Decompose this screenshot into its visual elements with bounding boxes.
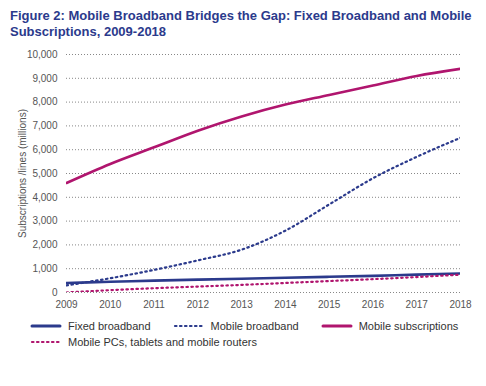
- svg-text:10,000: 10,000: [27, 49, 58, 60]
- svg-text:2010: 2010: [99, 299, 122, 310]
- svg-text:2011: 2011: [143, 299, 165, 310]
- html-text:Mobile PCs, tablets and mobile: Mobile PCs, tablets and mobile routers: [68, 336, 257, 348]
- svg-text:9,000: 9,000: [32, 73, 57, 84]
- svg-text:2009: 2009: [55, 299, 78, 310]
- svg-text:1,000: 1,000: [32, 263, 57, 274]
- svg-text:Subscriptions /lines (millions: Subscriptions /lines (millions): [17, 109, 28, 238]
- svg-text:2017: 2017: [406, 299, 429, 310]
- svg-text:2016: 2016: [362, 299, 385, 310]
- svg-text:2013: 2013: [230, 299, 253, 310]
- html-text:Figure 2: Mobile Broadband Bri: Figure 2: Mobile Broadband Bridges the G…: [10, 8, 472, 39]
- html-text:Fixed broadband: Fixed broadband: [68, 320, 151, 332]
- svg-text:2018: 2018: [449, 299, 472, 310]
- svg-text:2014: 2014: [274, 299, 297, 310]
- svg-text:2015: 2015: [318, 299, 341, 310]
- svg-text:3,000: 3,000: [32, 215, 57, 226]
- html-text:Mobile broadband: Mobile broadband: [210, 320, 299, 332]
- svg-text:0: 0: [52, 287, 58, 298]
- svg-text:2012: 2012: [187, 299, 210, 310]
- svg-text:8,000: 8,000: [32, 96, 57, 107]
- svg-text:6,000: 6,000: [32, 144, 57, 155]
- svg-text:7,000: 7,000: [32, 120, 57, 131]
- svg-text:5,000: 5,000: [32, 168, 57, 179]
- svg-text:2,000: 2,000: [32, 239, 57, 250]
- svg-text:4,000: 4,000: [32, 192, 57, 203]
- html-text:Mobile subscriptions: Mobile subscriptions: [358, 320, 459, 332]
